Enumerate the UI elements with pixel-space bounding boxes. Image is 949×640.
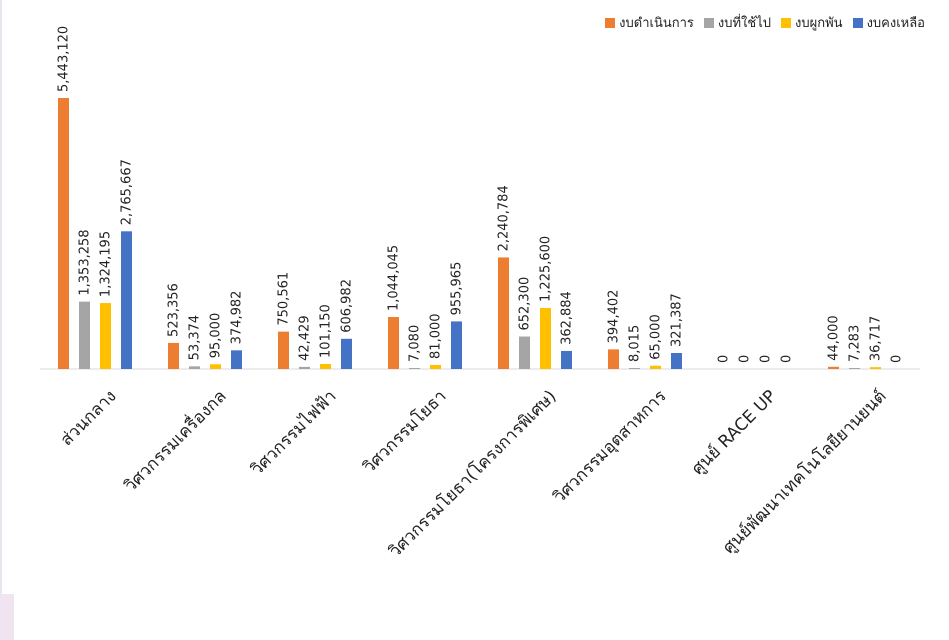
data-label-2-2: 101,150 bbox=[319, 304, 334, 358]
bar-1-1 bbox=[189, 366, 200, 369]
bar-3-3 bbox=[451, 321, 462, 369]
legend-label-operating: งบดำเนินการ bbox=[619, 16, 694, 31]
bar-0-4 bbox=[498, 257, 509, 369]
data-label-0-7: 44,000 bbox=[827, 315, 842, 361]
data-label-2-7: 36,717 bbox=[869, 316, 884, 362]
bar-2-0 bbox=[100, 303, 111, 369]
data-label-1-5: 8,015 bbox=[628, 325, 643, 362]
data-label-2-6: 0 bbox=[759, 355, 774, 363]
bar-2-7 bbox=[870, 367, 881, 369]
bar-3-1 bbox=[231, 350, 242, 369]
legend-label-remaining: งบคงเหลือ bbox=[866, 16, 925, 31]
data-label-0-3: 1,044,045 bbox=[387, 245, 402, 311]
legend-item-spent: งบที่ใช้ไป bbox=[703, 12, 772, 33]
bar-0-3 bbox=[388, 317, 399, 369]
legend-item-operating: งบดำเนินการ bbox=[605, 12, 694, 33]
data-label-1-6: 0 bbox=[738, 355, 753, 363]
data-label-3-4: 362,884 bbox=[560, 291, 575, 345]
bar-1-0 bbox=[79, 301, 90, 369]
bar-3-4 bbox=[561, 350, 572, 369]
legend-item-committed: งบผูกพัน bbox=[781, 12, 843, 33]
legend-label-spent: งบที่ใช้ไป bbox=[717, 16, 772, 31]
left-accent bbox=[0, 594, 14, 640]
data-label-3-3: 955,965 bbox=[450, 262, 465, 316]
bar-1-7 bbox=[849, 368, 860, 369]
bar-0-5 bbox=[608, 349, 619, 369]
bar-1-4 bbox=[519, 336, 530, 369]
data-label-3-5: 321,387 bbox=[670, 293, 685, 347]
data-label-0-1: 523,356 bbox=[167, 283, 182, 337]
bar-2-5 bbox=[650, 365, 661, 369]
data-label-0-6: 0 bbox=[717, 355, 732, 363]
legend-swatch-spent bbox=[703, 17, 714, 28]
data-label-3-7: 0 bbox=[890, 355, 905, 363]
legend-item-remaining: งบคงเหลือ bbox=[852, 12, 925, 33]
data-label-1-7: 7,283 bbox=[848, 325, 863, 362]
data-label-3-0: 2,765,667 bbox=[120, 159, 135, 225]
data-label-2-5: 65,000 bbox=[649, 314, 664, 360]
bar-0-1 bbox=[168, 342, 179, 369]
data-label-3-1: 374,982 bbox=[230, 291, 245, 345]
category-label-0: ส่วนกลาง bbox=[57, 386, 121, 450]
data-label-2-0: 1,324,195 bbox=[99, 231, 114, 297]
data-label-1-4: 652,300 bbox=[518, 277, 533, 331]
bar-3-5 bbox=[671, 352, 682, 369]
data-label-0-4: 2,240,784 bbox=[497, 185, 512, 251]
legend-label-committed: งบผูกพัน bbox=[795, 16, 843, 31]
data-label-1-1: 53,374 bbox=[188, 315, 203, 361]
legend-swatch-remaining bbox=[852, 17, 863, 28]
data-label-2-4: 1,225,600 bbox=[539, 236, 554, 302]
category-label-6: ศูนย์ RACE UP bbox=[688, 386, 781, 479]
data-label-1-3: 7,080 bbox=[408, 325, 423, 362]
legend-swatch-committed bbox=[781, 17, 792, 28]
bar-2-3 bbox=[430, 364, 441, 369]
left-border bbox=[0, 0, 9, 640]
bar-3-0 bbox=[121, 231, 132, 369]
data-label-0-5: 394,402 bbox=[607, 290, 622, 344]
data-label-1-2: 42,429 bbox=[298, 315, 313, 361]
bar-0-7 bbox=[828, 366, 839, 369]
bar-0-0 bbox=[58, 98, 69, 369]
bar-2-2 bbox=[320, 363, 331, 369]
bar-2-1 bbox=[210, 364, 221, 369]
bar-1-5 bbox=[629, 368, 640, 369]
bar-2-4 bbox=[540, 307, 551, 369]
data-label-3-6: 0 bbox=[780, 355, 795, 363]
legend: งบดำเนินการ งบที่ใช้ไป งบผูกพัน งบคงเหลื… bbox=[605, 12, 925, 33]
data-label-2-1: 95,000 bbox=[209, 313, 224, 359]
bar-0-2 bbox=[278, 331, 289, 369]
bar-1-2 bbox=[299, 366, 310, 369]
category-label-1: วิศวกรรมเครื่องกล bbox=[118, 384, 230, 496]
data-label-0-0: 5,443,120 bbox=[57, 26, 72, 92]
legend-swatch-operating bbox=[605, 17, 616, 28]
data-label-1-0: 1,353,258 bbox=[78, 229, 93, 295]
data-label-0-2: 750,561 bbox=[277, 272, 292, 326]
data-label-2-3: 81,000 bbox=[429, 313, 444, 359]
category-label-5: วิศวกรรมอุตสาหการ bbox=[549, 386, 670, 507]
category-label-2: วิศวกรรมไฟฟ้า bbox=[246, 386, 340, 480]
category-label-3: วิศวกรรมโยธา bbox=[359, 386, 451, 478]
data-label-3-2: 606,982 bbox=[340, 279, 355, 333]
bar-1-3 bbox=[409, 368, 420, 369]
bar-3-2 bbox=[341, 338, 352, 369]
